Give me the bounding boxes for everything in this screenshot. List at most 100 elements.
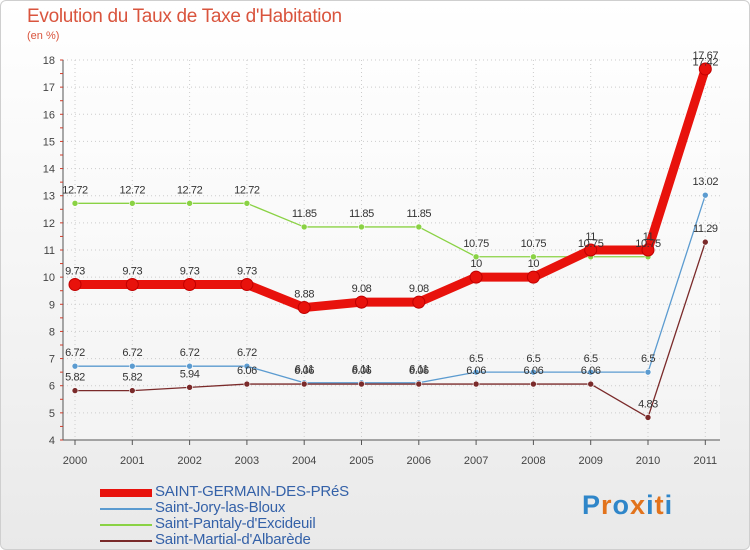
y-tick-label: 13 [43, 191, 55, 203]
series-0 [68, 62, 712, 315]
data-label: 6.06 [352, 365, 372, 377]
series-point [183, 277, 197, 291]
legend-swatch [100, 540, 152, 542]
x-tick-label: 2007 [464, 455, 488, 467]
data-label: 6.5 [641, 353, 655, 365]
series-3 [71, 238, 709, 421]
y-tick-label: 15 [43, 136, 55, 148]
series-line [70, 64, 710, 313]
series-point [129, 387, 136, 394]
data-label: 11.29 [693, 223, 718, 235]
y-tick-label: 11 [44, 245, 55, 257]
y-tick-label: 7 [49, 354, 55, 366]
series-point [530, 368, 537, 376]
data-label: 6.5 [584, 353, 598, 365]
logo-letter: x [630, 490, 647, 520]
series-point [415, 380, 423, 388]
legend-swatch [100, 508, 152, 510]
series-point [641, 243, 655, 257]
series-point [129, 362, 136, 370]
series-point [530, 253, 537, 261]
series-point [129, 200, 136, 207]
legend-label: SAINT-GERMAIN-DES-PRéS [155, 483, 349, 500]
series-point [300, 223, 308, 231]
data-label: 10.75 [635, 238, 661, 250]
legend-item: Saint-Martial-d'Albarède [100, 531, 500, 549]
data-label: 6.11 [352, 364, 371, 376]
data-label: 12.72 [62, 184, 88, 196]
series-line [74, 241, 706, 419]
series-point [644, 414, 652, 421]
y-axis-unit: (en %) [27, 30, 60, 42]
data-label: 9.73 [65, 265, 85, 277]
x-tick-label: 2005 [349, 455, 373, 467]
series-point [587, 380, 595, 388]
y-tick-label: 8 [49, 326, 55, 338]
data-label: 5.82 [65, 372, 85, 384]
y-tick-label: 17 [43, 82, 55, 94]
series-point [358, 223, 365, 231]
series-point [587, 368, 595, 376]
data-label: 9.08 [352, 283, 372, 295]
y-tick-label: 12 [43, 218, 55, 230]
series-point [186, 200, 193, 207]
series-point [300, 380, 308, 388]
legend-label: Saint-Pantaly-d'Excideuil [155, 515, 316, 532]
data-label: 6.72 [180, 347, 200, 359]
data-label: 10 [470, 258, 482, 270]
x-tick-label: 2009 [578, 455, 602, 467]
series-point [355, 295, 368, 309]
data-label: 9.73 [180, 265, 200, 277]
series-line [74, 75, 706, 258]
data-label: 6.11 [295, 364, 314, 376]
data-label: 6.11 [409, 364, 428, 376]
series-point [530, 380, 537, 388]
series-point [186, 362, 193, 370]
y-tick-label: 5 [49, 408, 55, 420]
data-label: 9.73 [122, 265, 142, 277]
series-point [243, 380, 251, 388]
legend-label: Saint-Martial-d'Albarède [155, 531, 311, 548]
series-point [526, 270, 540, 284]
series-point [186, 384, 193, 391]
series-point [71, 200, 79, 207]
x-tick-label: 2011 [693, 455, 717, 467]
y-tick-label: 14 [43, 164, 55, 176]
data-label: 10.75 [578, 238, 604, 250]
data-label: 11.85 [292, 208, 317, 220]
data-label: 5.94 [180, 368, 200, 380]
series-point [125, 277, 139, 291]
series-line [74, 194, 706, 384]
x-tick-label: 2001 [120, 455, 144, 467]
legend-item: Saint-Pantaly-d'Excideuil [100, 515, 500, 533]
data-label: 17.42 [693, 57, 719, 69]
series-point [472, 368, 480, 376]
x-tick-label: 2006 [407, 455, 431, 467]
logo-letter: i [646, 490, 655, 520]
x-tick-label: 2003 [235, 455, 259, 467]
data-label: 6.72 [122, 347, 142, 359]
data-label: 12.72 [234, 184, 260, 196]
data-label: 12.72 [120, 184, 146, 196]
data-label: 5.82 [122, 372, 142, 384]
series-point [698, 62, 712, 76]
proxiti-logo: Proxiti [582, 490, 673, 521]
data-label: 6.72 [65, 347, 85, 359]
series-point [243, 362, 251, 370]
legend-item: SAINT-GERMAIN-DES-PRéS [100, 483, 500, 501]
data-label: 6.5 [469, 353, 483, 365]
y-tick-label: 16 [43, 109, 55, 121]
series-point [358, 380, 365, 388]
legend-label: Saint-Jory-las-Bloux [155, 499, 286, 516]
y-tick-label: 4 [49, 435, 55, 447]
series-point [243, 200, 251, 207]
data-label: 13.02 [693, 176, 719, 188]
data-label: 9.08 [409, 283, 429, 295]
series-point [472, 253, 480, 261]
data-label: 11.85 [406, 208, 431, 220]
logo-letter: i [664, 490, 674, 520]
data-label: 8.88 [294, 289, 314, 301]
series-point [240, 277, 254, 291]
data-label: 6.06 [237, 365, 257, 377]
